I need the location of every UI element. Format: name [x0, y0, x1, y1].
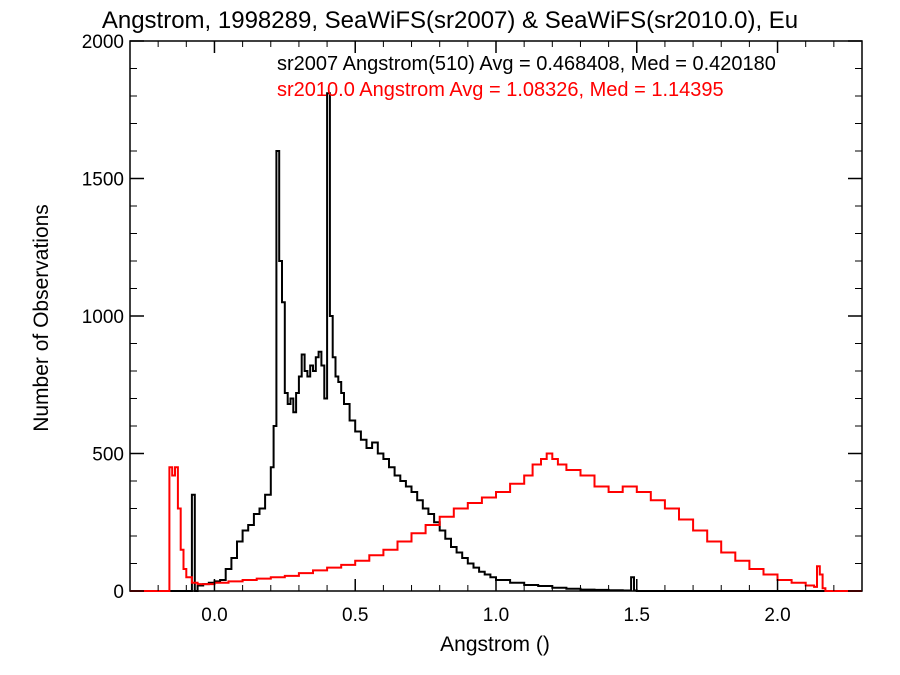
- y-tick-label: 0: [113, 582, 124, 603]
- legend-entry-0: sr2007 Angstrom(510) Avg = 0.468408, Med…: [277, 53, 776, 75]
- y-tick-label: 1000: [82, 307, 124, 328]
- series-line-1: [130, 452, 862, 592]
- x-axis-label: Angstrom (): [440, 633, 550, 656]
- chart-title: Angstrom, 1998289, SeaWiFS(sr2007) & Sea…: [102, 7, 798, 34]
- x-tick-label: 1.5: [624, 605, 650, 626]
- plot-frame: [129, 40, 863, 592]
- x-tick-label: 0.5: [342, 605, 368, 626]
- y-tick-label: 500: [92, 445, 124, 466]
- y-tick-label: 1500: [82, 170, 124, 191]
- legend-entry-1: sr2010.0 Angstrom Avg = 1.08326, Med = 1…: [277, 79, 724, 101]
- series-layer: [130, 92, 862, 592]
- y-axis-label: Number of Observations: [30, 204, 53, 432]
- y-tick-label: 2000: [82, 32, 124, 53]
- x-tick-label: 2.0: [764, 605, 790, 626]
- series-line-0: [130, 92, 862, 592]
- plot-axes: [129, 40, 863, 592]
- axis-ticks: 0.0 0.5 1.0 1.5 2.0 0 500 1000 1500 2000: [82, 32, 862, 626]
- x-tick-label: 1.0: [483, 605, 509, 626]
- x-tick-label: 0.0: [201, 605, 227, 626]
